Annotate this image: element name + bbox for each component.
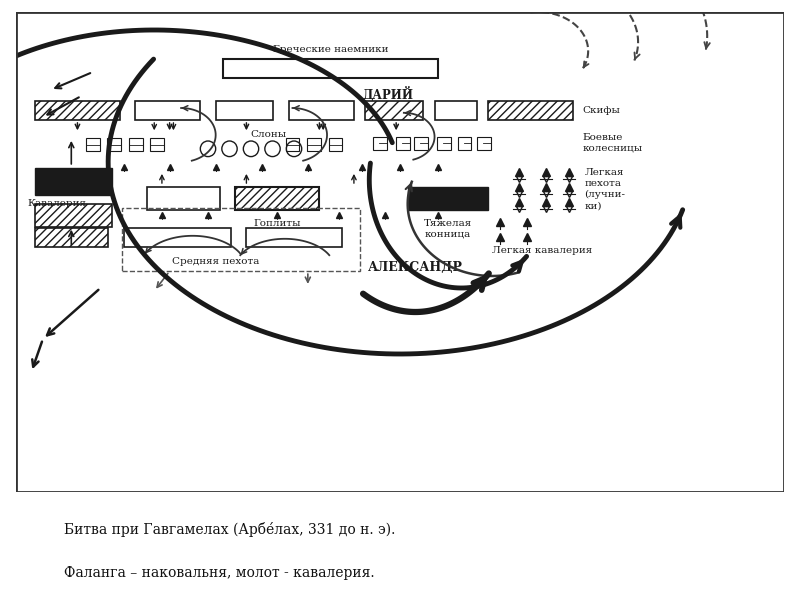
Bar bbox=[123, 228, 231, 247]
Bar bbox=[35, 101, 120, 120]
Text: Боевые
колесницы: Боевые колесницы bbox=[582, 133, 643, 153]
Text: Греческие наемники: Греческие наемники bbox=[273, 45, 389, 54]
Text: Битва при Гавгамелах (Арбе́лах, 331 до н. э).: Битва при Гавгамелах (Арбе́лах, 331 до н… bbox=[64, 522, 395, 538]
Text: АЛЕКСАНДР: АЛЕКСАНДР bbox=[368, 261, 463, 274]
Text: Скифы: Скифы bbox=[582, 106, 621, 115]
Bar bbox=[146, 187, 219, 210]
Bar bbox=[235, 187, 319, 210]
Bar bbox=[35, 228, 108, 247]
Text: Слоны: Слоны bbox=[250, 130, 286, 139]
Bar bbox=[488, 101, 573, 120]
Bar bbox=[216, 101, 274, 120]
Bar bbox=[35, 204, 112, 227]
Text: Легкая кавалерия: Легкая кавалерия bbox=[492, 246, 593, 255]
Bar bbox=[246, 228, 342, 247]
Bar bbox=[289, 101, 354, 120]
Text: ДАРИЙ: ДАРИЙ bbox=[363, 87, 414, 102]
Bar bbox=[223, 59, 438, 78]
Text: Гоплиты: Гоплиты bbox=[254, 219, 301, 228]
Bar bbox=[408, 187, 488, 210]
Bar bbox=[366, 101, 423, 120]
Text: Средняя пехота: Средняя пехота bbox=[172, 257, 259, 266]
Text: Легкая
пехота
(лучни-
ки): Легкая пехота (лучни- ки) bbox=[584, 168, 626, 210]
Bar bbox=[35, 168, 112, 195]
Text: Тяжелая
конница: Тяжелая конница bbox=[423, 219, 472, 238]
Bar bbox=[135, 101, 200, 120]
Text: Фаланга – наковальня, молот - кавалерия.: Фаланга – наковальня, молот - кавалерия. bbox=[64, 566, 374, 580]
Bar bbox=[434, 101, 477, 120]
Bar bbox=[122, 208, 360, 271]
Text: Кавалерия: Кавалерия bbox=[27, 199, 86, 208]
